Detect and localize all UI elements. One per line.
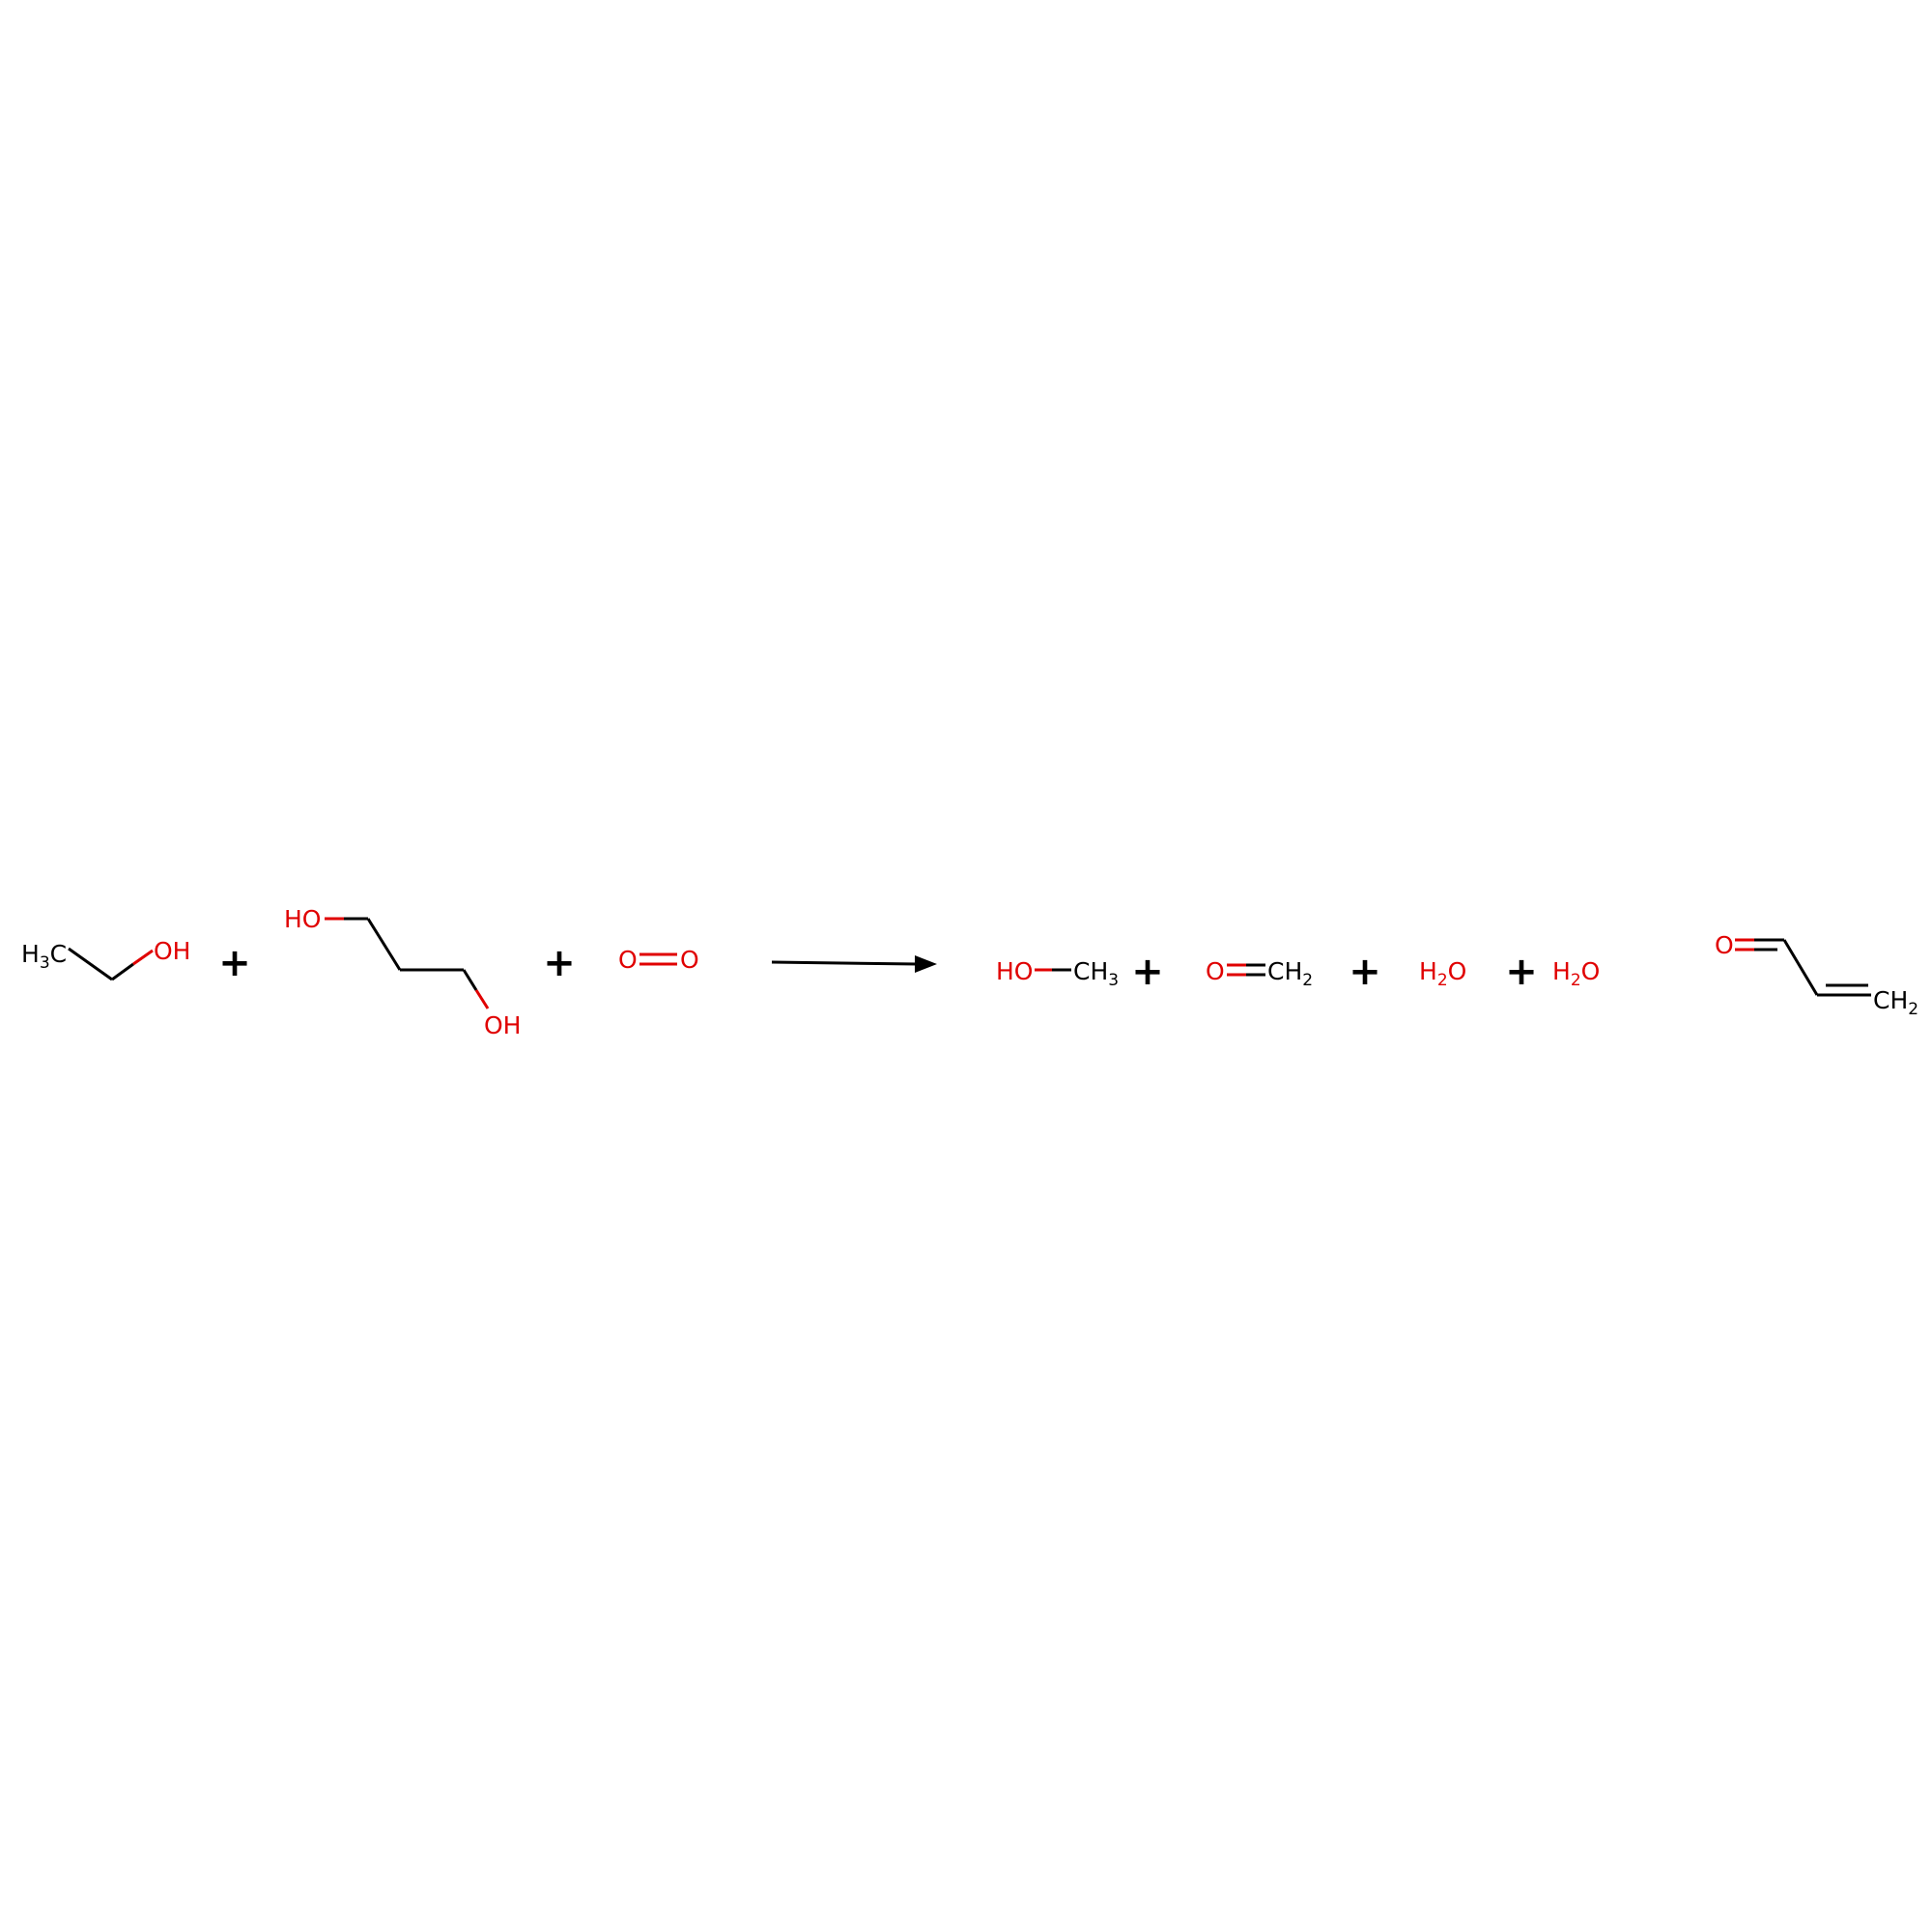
atom-label-o: O bbox=[1206, 957, 1225, 985]
molecule-water: H2O bbox=[1419, 957, 1466, 990]
atom-label-ch2: CH2 bbox=[1873, 986, 1918, 1019]
atom-label-o: O bbox=[618, 946, 638, 974]
plus-sign: + bbox=[543, 941, 576, 985]
bond-c3-o bbox=[462, 969, 478, 991]
reaction-arrow bbox=[771, 955, 937, 973]
atom-label-oh: OH bbox=[154, 937, 190, 965]
bond-c-o bbox=[111, 962, 134, 981]
atom-label-h2o: H2O bbox=[1419, 957, 1466, 990]
molecule-formaldehyde: O CH2 bbox=[1206, 957, 1313, 990]
molecule-methanol: HO CH3 bbox=[996, 957, 1119, 990]
molecule-acrolein: O CH2 bbox=[1715, 931, 1918, 1019]
atom-label-ch2: CH2 bbox=[1267, 957, 1313, 990]
atom-label-ch3: H3C bbox=[21, 940, 67, 973]
plus-sign: + bbox=[1131, 950, 1164, 994]
molecule-dioxygen: O O bbox=[618, 946, 699, 974]
atom-label-ho: HO bbox=[284, 905, 321, 933]
plus-sign: + bbox=[218, 941, 251, 985]
plus-sign: + bbox=[1349, 950, 1381, 994]
bond-c1-c2 bbox=[366, 918, 402, 971]
bond-c-o-red bbox=[132, 949, 154, 966]
atom-label-oh: OH bbox=[484, 1011, 521, 1039]
atom-label-h2o: H2O bbox=[1552, 957, 1600, 990]
atom-label-o: O bbox=[680, 946, 699, 974]
plus-sign: + bbox=[1505, 950, 1538, 994]
molecule-ethanol: H3C OH bbox=[21, 937, 190, 981]
atom-label-o: O bbox=[1715, 931, 1734, 959]
bond-c1-c2 bbox=[1782, 939, 1819, 996]
molecule-water: H2O bbox=[1552, 957, 1600, 990]
molecule-propanediol: HO OH bbox=[284, 905, 521, 1039]
arrowhead-icon bbox=[915, 955, 937, 973]
atom-label-ch3: CH3 bbox=[1073, 957, 1119, 990]
bond-ch3-c bbox=[68, 947, 113, 981]
arrow-shaft bbox=[771, 960, 919, 966]
bond-c3-o-red bbox=[474, 989, 490, 1009]
atom-label-ho: HO bbox=[996, 957, 1033, 985]
